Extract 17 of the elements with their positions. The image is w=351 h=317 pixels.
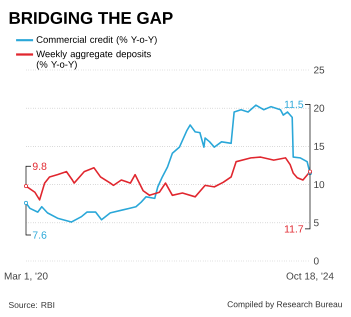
chart-title: BRIDGING THE GAP (10, 12, 173, 24)
y-tick-label: 15 (314, 142, 324, 150)
text: Compiled by Research Bureau (228, 301, 342, 309)
y-tick-label: 25 (314, 66, 324, 74)
annotation: 7.6 (32, 231, 46, 239)
y-tick-label: 20 (314, 104, 324, 112)
y-tick-label: 0 (314, 257, 319, 265)
y-tick-label: 5 (314, 219, 319, 226)
y-tick-label: 10 (314, 181, 324, 188)
legend-label: Commercial credit (% Y-o-Y) (36, 36, 157, 45)
x-tick-label: Mar 1, '20 (4, 272, 48, 281)
x-tick-label: Oct 18, '24 (286, 272, 334, 281)
annotation: 9.8 (32, 162, 46, 170)
source-note: Source: RBI (8, 302, 54, 308)
annotation: 11.7 (284, 225, 304, 233)
annotation: 11.5 (284, 100, 304, 108)
legend-label: Weekly aggregate deposits (% Y-o-Y) (36, 50, 151, 70)
